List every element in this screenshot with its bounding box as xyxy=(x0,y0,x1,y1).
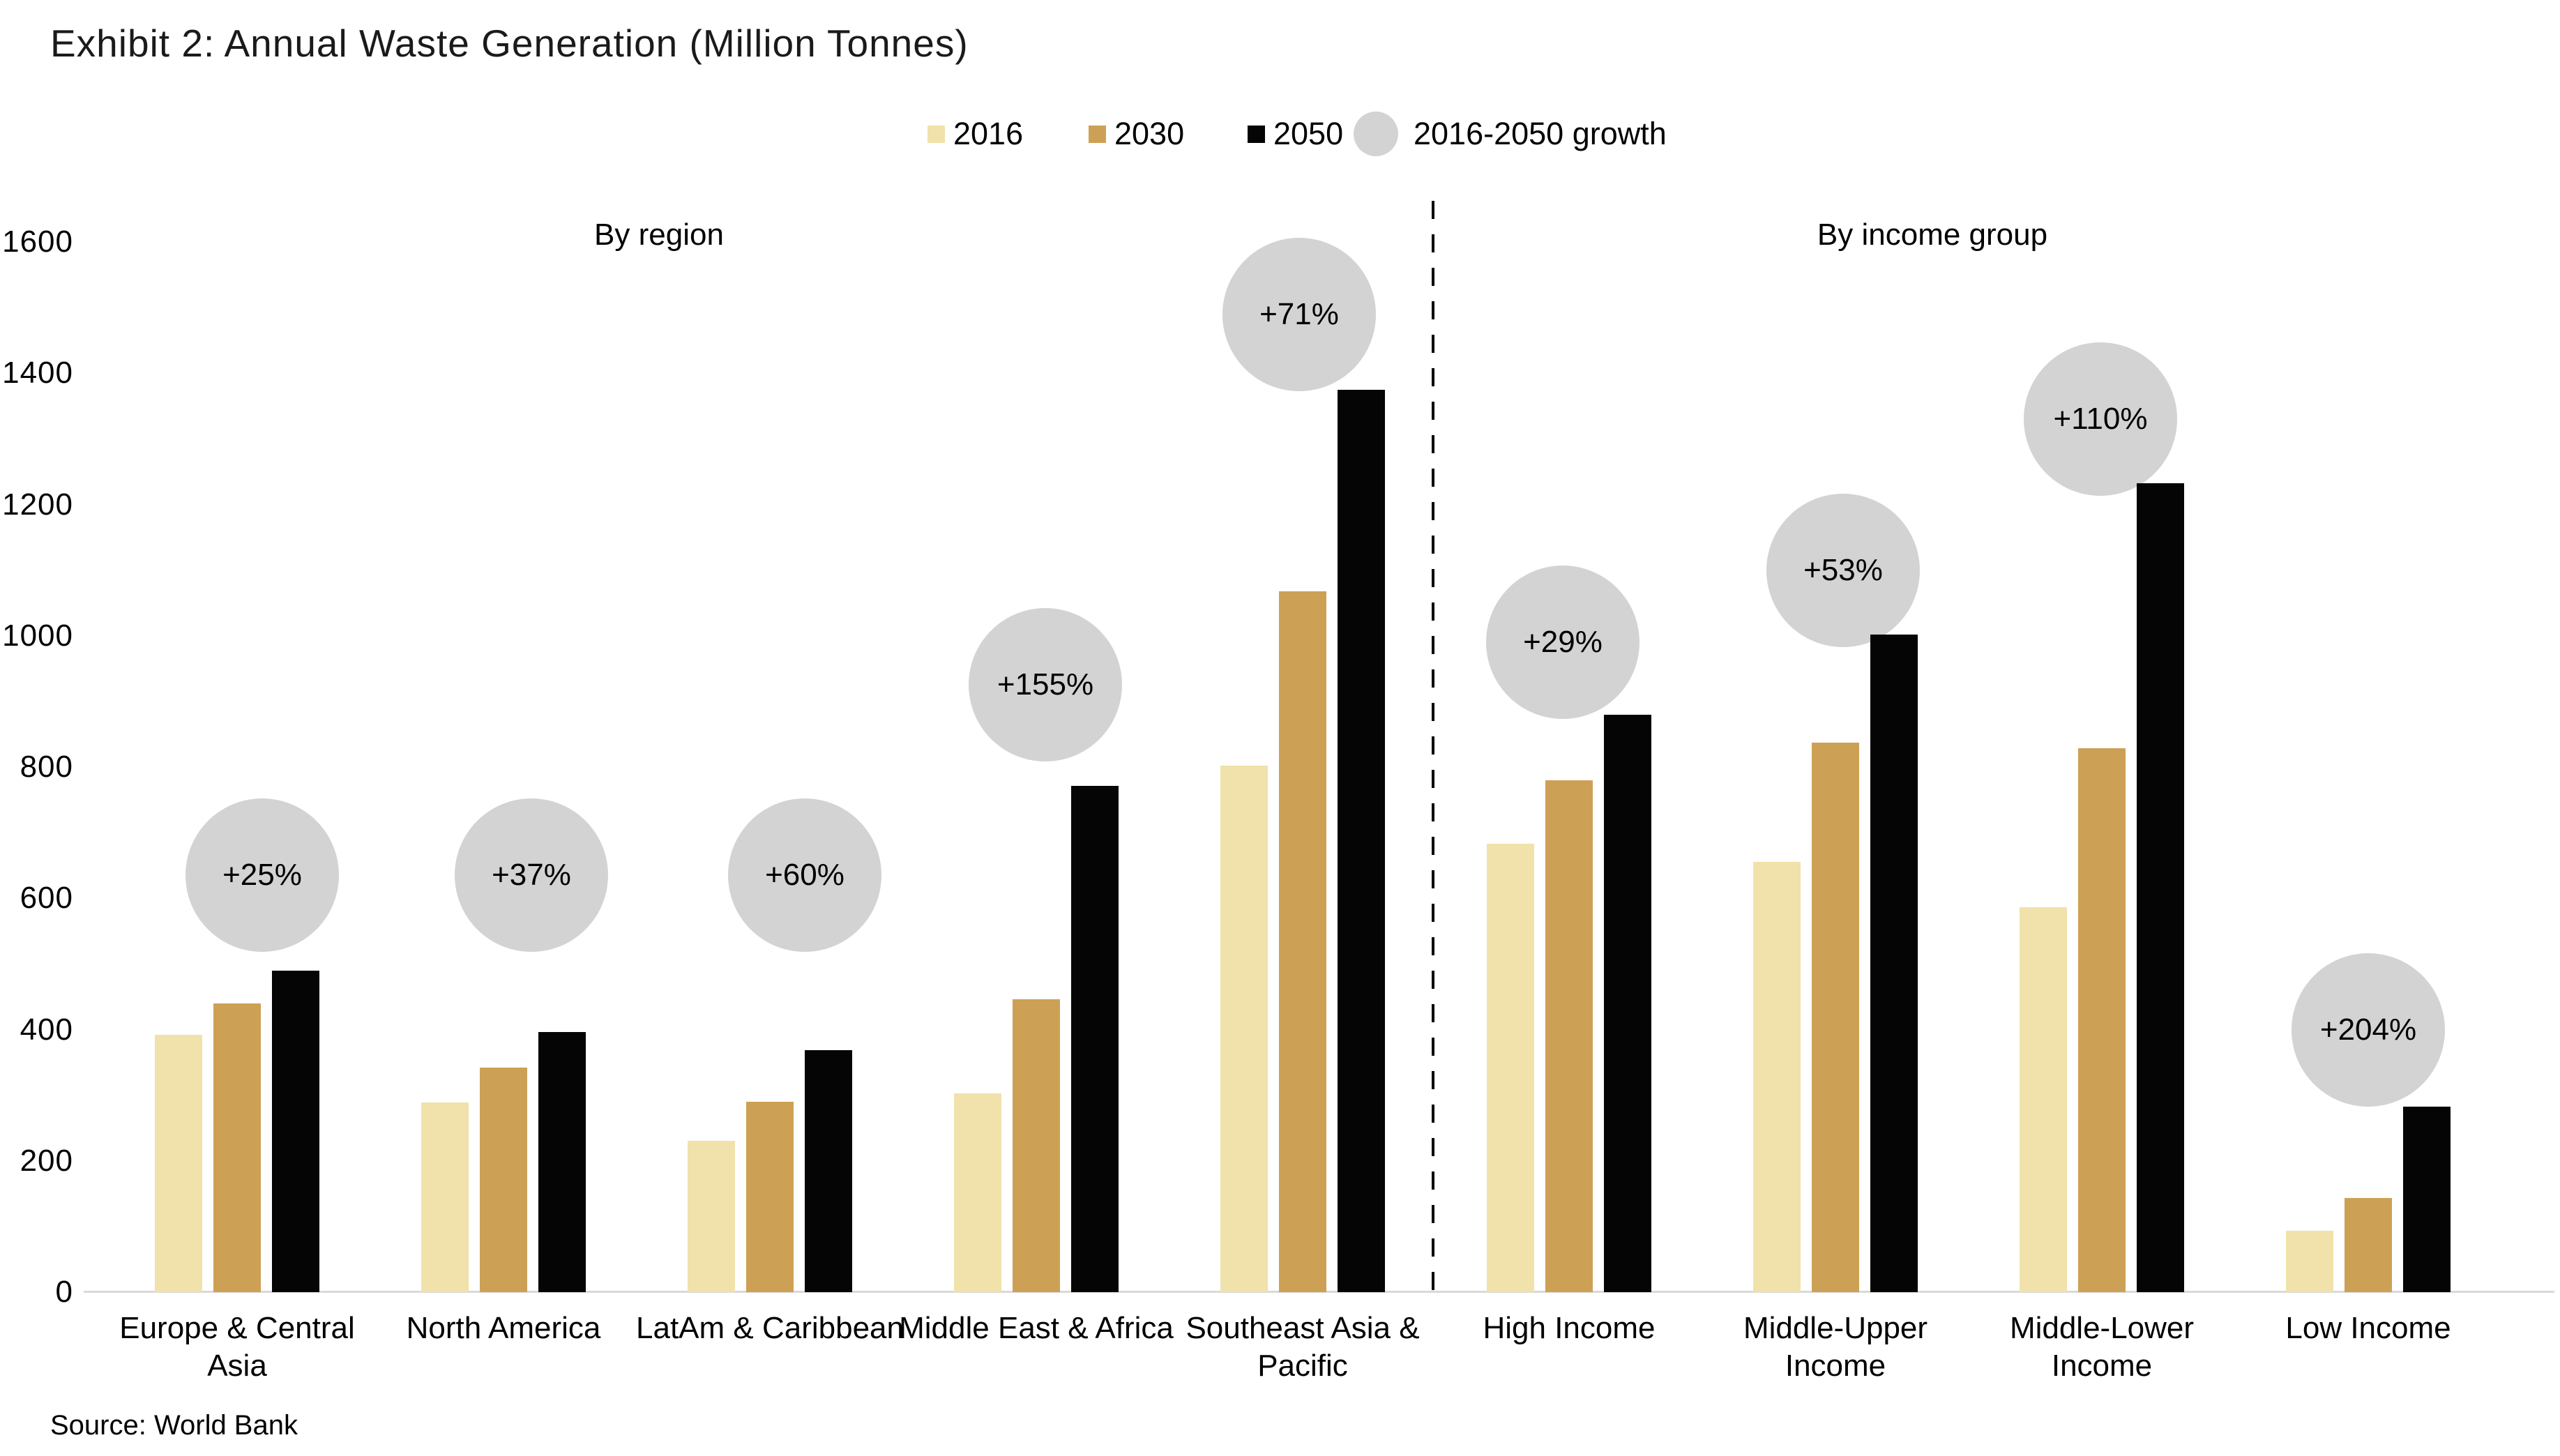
legend-item-2030: 2030 xyxy=(1089,112,1184,156)
bar-2050-latam-caribbean xyxy=(805,1050,852,1292)
bar-2030-low-income xyxy=(2345,1198,2392,1292)
legend-label: 2030 xyxy=(1114,116,1185,151)
legend-item-2016-2050-growth: 2016-2050 growth xyxy=(1354,112,1667,156)
y-axis-tick-600: 600 xyxy=(20,881,73,915)
legend-item-2050: 2050 xyxy=(1248,112,1343,156)
legend-label: 2050 xyxy=(1273,116,1344,151)
legend-label: 2016-2050 growth xyxy=(1414,116,1667,151)
y-axis-tick-1400: 1400 xyxy=(2,356,73,390)
bar-2016-middle-lower-income xyxy=(2020,907,2067,1292)
legend-swatch-2016-2050-growth xyxy=(1354,112,1398,156)
y-axis-tick-200: 200 xyxy=(20,1144,73,1178)
bar-2016-low-income xyxy=(2286,1231,2333,1292)
y-axis-tick-1600: 1600 xyxy=(2,225,73,259)
growth-bubble-middle-upper-income: +53% xyxy=(1766,494,1920,647)
y-axis-tick-800: 800 xyxy=(20,750,73,784)
y-axis-tick-0: 0 xyxy=(55,1275,73,1309)
legend-item-2016: 2016 xyxy=(927,112,1023,156)
bar-2016-latam-caribbean xyxy=(688,1141,735,1292)
legend-swatch-2050 xyxy=(1248,125,1265,143)
x-axis-label-middle-lower-income: Middle-Lower Income xyxy=(2009,1311,2195,1383)
bar-2050-middle-upper-income xyxy=(1870,635,1918,1292)
growth-bubble-southeast-asia-pacific: +71% xyxy=(1222,238,1376,391)
bar-2030-high-income xyxy=(1545,780,1593,1292)
y-axis-tick-1000: 1000 xyxy=(2,619,73,653)
bar-2050-middle-lower-income xyxy=(2137,483,2184,1292)
bar-2016-southeast-asia-pacific xyxy=(1220,766,1268,1292)
bar-2050-europe-central-asia xyxy=(272,971,319,1292)
bar-2030-southeast-asia-pacific xyxy=(1279,591,1326,1292)
x-axis-label-southeast-asia-pacific: Southeast Asia & Pacific xyxy=(1186,1311,1420,1383)
bar-2016-high-income xyxy=(1487,844,1534,1292)
growth-bubble-europe-central-asia: +25% xyxy=(185,798,339,952)
bar-2030-middle-east-africa xyxy=(1013,999,1060,1292)
bar-2050-north-america xyxy=(538,1032,586,1292)
x-axis-label-high-income: High Income xyxy=(1483,1311,1656,1345)
growth-bubble-middle-east-africa: +155% xyxy=(969,608,1122,761)
section-header-by-region: By region xyxy=(594,218,724,252)
chart-title: Exhibit 2: Annual Waste Generation (Mill… xyxy=(50,22,969,65)
x-axis-label-middle-east-africa: Middle East & Africa xyxy=(899,1311,1174,1345)
x-axis-label-north-america: North America xyxy=(406,1311,601,1345)
y-axis-tick-1200: 1200 xyxy=(2,487,73,522)
bar-2030-middle-lower-income xyxy=(2078,748,2126,1292)
x-axis-label-latam-caribbean: LatAm & Caribbean xyxy=(636,1311,904,1345)
bar-2016-north-america xyxy=(421,1102,469,1292)
legend-label: 2016 xyxy=(953,116,1024,151)
bar-2050-southeast-asia-pacific xyxy=(1338,390,1385,1292)
bar-2016-middle-upper-income xyxy=(1753,862,1801,1292)
source-note: Source: World Bank xyxy=(50,1410,298,1441)
bar-2050-low-income xyxy=(2403,1107,2451,1292)
growth-bubble-north-america: +37% xyxy=(455,798,608,952)
legend-swatch-2016 xyxy=(927,125,945,143)
bar-2050-middle-east-africa xyxy=(1071,786,1119,1292)
bar-2030-europe-central-asia xyxy=(213,1003,261,1292)
growth-bubble-latam-caribbean: +60% xyxy=(728,798,881,952)
growth-bubble-middle-lower-income: +110% xyxy=(2024,342,2177,496)
x-axis-label-low-income: Low Income xyxy=(2285,1311,2451,1345)
bar-2030-middle-upper-income xyxy=(1812,743,1859,1292)
bar-2016-middle-east-africa xyxy=(954,1093,1001,1292)
x-axis-label-middle-upper-income: Middle-Upper Income xyxy=(1743,1311,1928,1383)
bar-2030-north-america xyxy=(480,1068,527,1292)
section-divider-dashed-line xyxy=(1432,201,1434,1297)
bar-2030-latam-caribbean xyxy=(746,1102,794,1292)
section-header-by-income-group: By income group xyxy=(1817,218,2048,252)
x-axis-label-europe-central-asia: Europe & Central Asia xyxy=(119,1311,355,1383)
bar-2016-europe-central-asia xyxy=(155,1035,202,1292)
y-axis-tick-400: 400 xyxy=(20,1013,73,1047)
bar-2050-high-income xyxy=(1604,715,1651,1292)
legend-swatch-2030 xyxy=(1089,125,1106,143)
growth-bubble-low-income: +204% xyxy=(2292,953,2445,1107)
growth-bubble-high-income: +29% xyxy=(1486,566,1639,719)
